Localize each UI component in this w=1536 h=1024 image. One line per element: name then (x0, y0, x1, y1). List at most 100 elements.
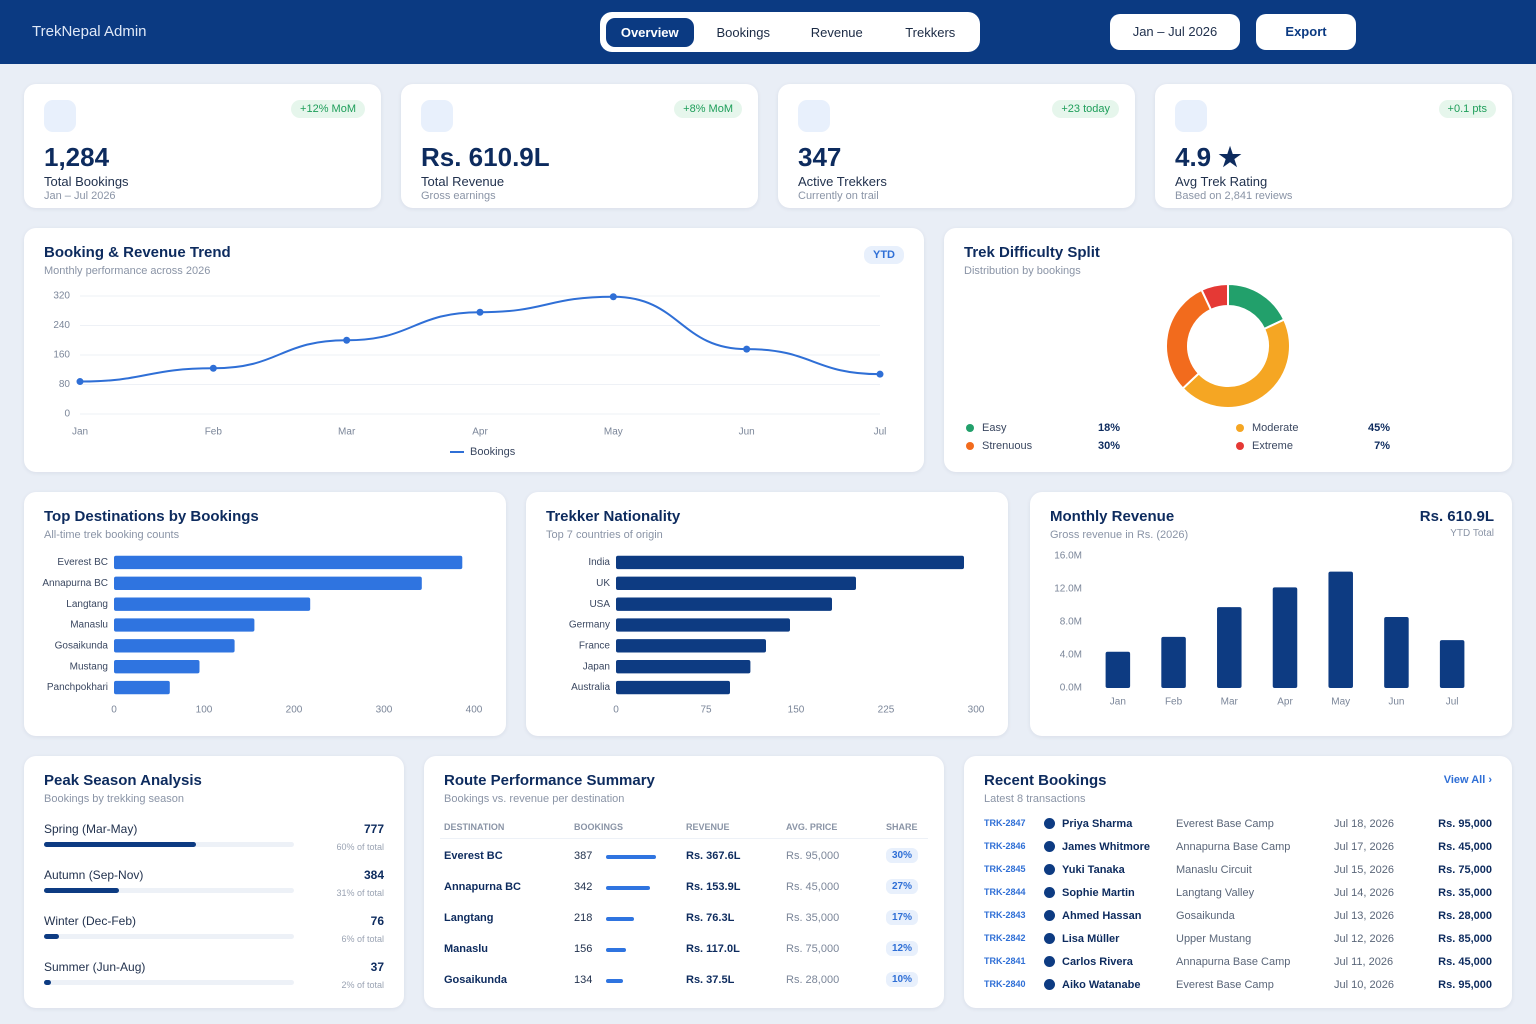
avg-price: Rs. 75,000 (786, 943, 840, 955)
bar (1105, 651, 1131, 688)
line-plot: 0 80 160 240 320 Jan Feb Mar Apr May Jun Jul Booking… (53, 291, 886, 458)
amount: Rs. 95,000 (1438, 979, 1492, 991)
bar (1272, 587, 1298, 688)
y-tick-label: 12.0M (1054, 584, 1082, 595)
card-subtitle: Latest 8 transactions (984, 793, 1086, 805)
y-tick-label: USA (589, 599, 610, 610)
chart-card: Trekker Nationality Top 7 countries of or… (526, 492, 1008, 736)
point (743, 345, 751, 353)
season-share: 31% of total (336, 888, 384, 898)
bookings-bar (606, 917, 635, 921)
bookings-bar (606, 948, 627, 952)
legend-swatch (1236, 424, 1244, 432)
card-title: Recent Bookings (984, 772, 1107, 789)
avg-price: Rs. 28,000 (786, 974, 840, 986)
trek-name: Manaslu Circuit (1176, 864, 1252, 876)
y-tick-label: 240 (53, 320, 70, 331)
x-tick-label: 75 (700, 705, 712, 716)
value-label: 45% (1368, 422, 1390, 434)
season-share: 60% of total (336, 842, 384, 852)
kpi-note: Gross earnings (421, 190, 496, 202)
y-tick-label: Langtang (66, 599, 108, 610)
trekker-name: Aiko Watanabe (1062, 979, 1141, 991)
trekker-name: James Whitmore (1062, 841, 1151, 853)
trekker-name: Lisa Müller (1062, 933, 1120, 945)
total-value: Rs. 610.9L (1419, 508, 1494, 525)
x-tick-label: 150 (788, 705, 805, 716)
booking-id: TRK-2847 (984, 818, 1026, 828)
trek-name: Everest Base Camp (1176, 979, 1274, 991)
nav-tab[interactable]: Revenue (810, 24, 863, 40)
trekker-name: Yuki Tanaka (1062, 864, 1125, 876)
season-value: 37 (370, 960, 384, 974)
avatar (1044, 818, 1055, 829)
progress-bar (44, 888, 120, 893)
export-button[interactable]: Export (1256, 14, 1356, 50)
progress-track (44, 980, 294, 985)
kpi-card: +0.1 pts 4.9 ★ Avg Trek Rating Based on 2,8… (1155, 84, 1512, 208)
progress-track (44, 842, 294, 847)
x-tick-label: Jan (1110, 697, 1126, 708)
legend-label: Easy (982, 422, 1007, 434)
trekker-name: Sophie Martin (1062, 887, 1135, 899)
nav-tab[interactable]: Overview (606, 17, 694, 47)
season-card: Peak Season Analysis Bookings by trekking… (24, 756, 404, 1008)
date-range[interactable]: Jan – Jul 2026 (1110, 14, 1240, 50)
progress-bar (44, 842, 197, 847)
y-tick-label: 4.0M (1060, 650, 1082, 661)
trek-name: Annapurna Base Camp (1176, 956, 1291, 968)
destination: Gosaikunda (444, 974, 507, 986)
view-all-link[interactable]: View All › (1443, 774, 1492, 786)
bar (114, 597, 311, 611)
bar-plot: 0 100 200 300 400 Everest BC Annapurna BC Langt… (42, 555, 483, 716)
progress-bar (44, 934, 59, 939)
bar (114, 576, 422, 590)
x-tick-label: May (1331, 697, 1350, 708)
destination: Langtang (444, 912, 494, 924)
divider (440, 838, 928, 839)
avg-price: Rs. 45,000 (786, 881, 840, 893)
value-label: 18% (1098, 422, 1120, 434)
booking-date: Jul 13, 2026 (1334, 910, 1394, 922)
nav-tab[interactable]: Bookings (716, 24, 770, 40)
card-title: Monthly Revenue (1050, 508, 1175, 525)
bar (114, 555, 463, 570)
legend-label: Strenuous (982, 440, 1033, 452)
badge: YTD (864, 246, 904, 264)
column-header: DESTINATION (444, 822, 505, 832)
nav-tab[interactable]: Trekkers (905, 24, 956, 40)
kpi-label: Active Trekkers (798, 174, 887, 189)
bookings-bar (606, 886, 651, 890)
y-tick-label: 16.0M (1054, 551, 1082, 562)
x-tick-label: 300 (968, 705, 985, 716)
revenue: Rs. 76.3L (686, 912, 735, 924)
x-tick-label: Feb (205, 427, 223, 438)
amount: Rs. 75,000 (1438, 864, 1492, 876)
y-tick-label: Gosaikunda (55, 640, 109, 651)
card-title: Trekker Nationality (546, 508, 681, 525)
point (76, 378, 84, 386)
x-tick-label: Feb (1165, 697, 1183, 708)
y-tick-label: UK (596, 578, 610, 589)
x-tick-label: Jan (72, 427, 88, 438)
x-tick-label: Jun (1388, 697, 1404, 708)
x-tick-label: Apr (472, 427, 488, 438)
x-tick-label: 100 (196, 705, 213, 716)
legend-label: Moderate (1252, 422, 1298, 434)
booking-date: Jul 14, 2026 (1334, 887, 1394, 899)
revenue: Rs. 117.0L (686, 943, 740, 955)
value-label: 7% (1374, 440, 1390, 452)
kpi-icon (421, 100, 453, 132)
destination: Manaslu (444, 943, 489, 955)
share: 30% (886, 848, 919, 863)
legend-label: Bookings (470, 446, 516, 458)
booking-date: Jul 17, 2026 (1334, 841, 1394, 853)
nav: Overview Bookings Revenue Trekkers (600, 12, 980, 52)
destination: Everest BC (444, 850, 503, 862)
card-subtitle: Bookings vs. revenue per destination (444, 793, 625, 805)
y-tick-label: India (588, 557, 610, 568)
bookings-bar (606, 979, 624, 983)
season-share: 2% of total (341, 980, 384, 990)
bar (1439, 640, 1465, 688)
